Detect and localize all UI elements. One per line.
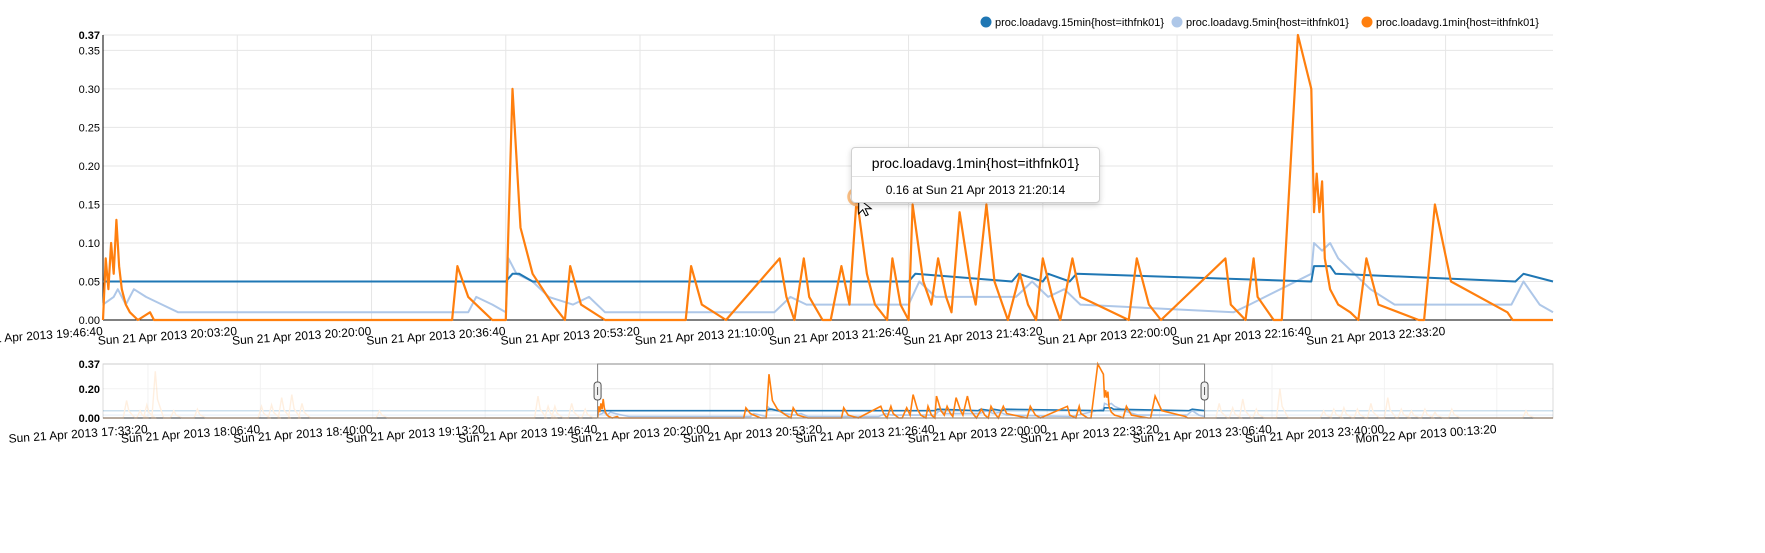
- context-series-5min-line: [597, 402, 1205, 418]
- x-tick-label: Sun 21 Apr 2013 22:00:00: [1037, 324, 1177, 348]
- legend-swatch: [980, 16, 992, 28]
- x-tick-label: Sun 21 Apr 2013 19:46:40: [0, 324, 104, 348]
- series-1min-line[interactable]: [101, 33, 1553, 322]
- x-tick-label: Sun 21 Apr 2013 20:36:40: [366, 324, 506, 348]
- tooltip-value: 0.16 at Sun 21 Apr 2013 21:20:14: [885, 183, 1066, 197]
- main-grid: [102, 34, 1553, 321]
- legend-item[interactable]: proc.loadavg.15min{host=ithfnk01}: [980, 16, 1165, 30]
- legend-item[interactable]: proc.loadavg.1min{host=ithfnk01}: [1361, 16, 1540, 30]
- x-tick-label: Sun 21 Apr 2013 22:33:20: [1306, 324, 1446, 348]
- y-tick-label: 0.30: [79, 84, 100, 96]
- x-tick-label: Sun 21 Apr 2013 20:20:00: [232, 324, 372, 348]
- x-tick-label: Sun 21 Apr 2013 22:16:40: [1171, 324, 1311, 348]
- context-y-tick-label: 0.00: [79, 413, 100, 425]
- x-tick-label: Sun 21 Apr 2013 21:10:00: [634, 324, 774, 348]
- series-5min-line[interactable]: [102, 242, 1554, 314]
- x-tick-label: Sun 21 Apr 2013 20:03:20: [97, 324, 237, 348]
- context-unselected-left: [102, 363, 599, 419]
- legend-label: proc.loadavg.15min{host=ithfnk01}: [995, 17, 1164, 29]
- context-unselected-right: [1204, 363, 1554, 419]
- mouse-cursor-icon: [858, 197, 873, 217]
- context-y-tick-label: 0.20: [79, 384, 100, 396]
- y-tick-label: 0.37: [79, 30, 100, 42]
- context-series-15min-line: [597, 406, 1205, 412]
- y-tick-label: 0.35: [79, 45, 100, 57]
- legend-label: proc.loadavg.5min{host=ithfnk01}: [1186, 17, 1349, 29]
- series-15min-line[interactable]: [103, 265, 1554, 283]
- x-tick-label: Sun 21 Apr 2013 21:43:20: [903, 324, 1043, 348]
- x-tick-label: Sun 21 Apr 2013 21:26:40: [769, 324, 909, 348]
- y-tick-label: 0.20: [79, 161, 100, 173]
- y-tick-label: 0.00: [79, 315, 100, 327]
- context-selected-series: [596, 361, 1205, 420]
- chart-tooltip: proc.loadavg.1min{host=ithfnk01} 0.16 at…: [851, 147, 1100, 203]
- context-y-tick-label: 0.37: [79, 359, 100, 371]
- legend-swatch: [1361, 16, 1373, 28]
- y-tick-label: 0.15: [79, 199, 100, 211]
- x-tick-label: Sun 21 Apr 2013 20:53:20: [500, 324, 640, 348]
- tooltip-title: proc.loadavg.1min{host=ithfnk01}: [852, 148, 1099, 177]
- legend-label: proc.loadavg.1min{host=ithfnk01}: [1376, 17, 1539, 29]
- y-tick-label: 0.05: [79, 276, 100, 288]
- legend-item[interactable]: proc.loadavg.5min{host=ithfnk01}: [1171, 16, 1350, 30]
- y-tick-label: 0.10: [79, 238, 100, 250]
- y-tick-label: 0.25: [79, 122, 100, 134]
- legend-swatch: [1171, 16, 1183, 28]
